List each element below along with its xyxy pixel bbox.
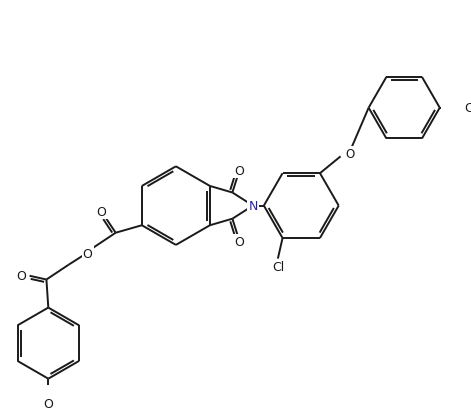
Text: O: O xyxy=(345,148,355,161)
Text: Cl: Cl xyxy=(272,260,284,273)
Text: O: O xyxy=(234,235,244,248)
Text: O: O xyxy=(234,164,244,177)
Text: O: O xyxy=(83,247,92,260)
Text: N: N xyxy=(248,200,258,213)
Text: O: O xyxy=(43,397,53,409)
Text: O: O xyxy=(97,205,106,218)
Text: Cl: Cl xyxy=(464,102,471,115)
Text: O: O xyxy=(16,270,26,283)
